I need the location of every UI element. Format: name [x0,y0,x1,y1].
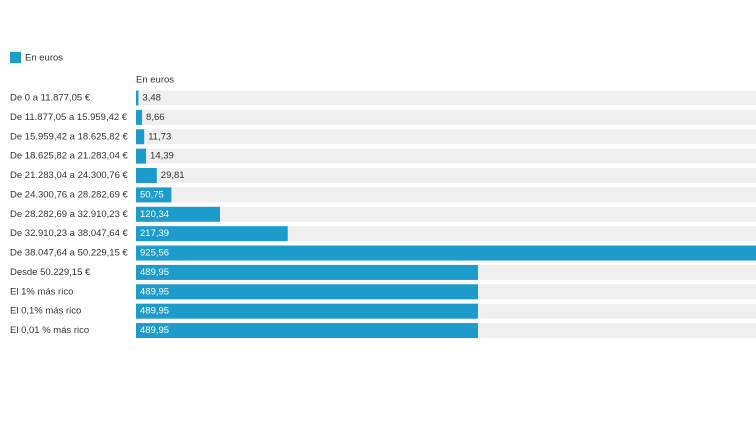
value-label: 489,95 [140,306,169,317]
row-background [136,129,756,145]
row-label: De 15.959,42 a 18.625,82 € [10,131,129,142]
bar [136,129,145,145]
row-background [136,187,756,203]
column-header: En euros [136,75,174,86]
bar [136,303,478,319]
bar [136,148,147,164]
value-label: 489,95 [140,325,169,336]
value-label: 8,66 [146,112,165,123]
row-background [136,226,756,242]
bar [136,206,220,222]
bar [136,168,157,184]
bar [136,264,478,280]
value-label: 489,95 [140,267,169,278]
value-label: 120,34 [140,209,169,220]
value-label: 3,48 [142,93,161,104]
value-label: 217,39 [140,228,169,239]
row-label: El 0,01 % más rico [10,325,89,336]
row-label: De 21.283,04 a 24.300,76 € [10,170,129,181]
row-label: El 1% más rico [10,286,73,297]
row-label: De 32.910,23 a 38.047,64 € [10,228,129,239]
row-background [136,90,756,106]
value-label: 489,95 [140,286,169,297]
row-label: De 28.282,69 a 32.910,23 € [10,209,129,220]
bar [136,245,756,261]
value-label: 14,39 [150,151,174,162]
bar [136,90,139,106]
row-label: De 0 a 11.877,05 € [10,93,91,104]
row-label: De 38.047,64 a 50.229,15 € [10,248,129,259]
row-label: El 0,1% más rico [10,306,81,317]
value-label: 925,56 [140,248,169,259]
bar [136,323,478,339]
row-label: De 18.625,82 a 21.283,04 € [10,151,129,162]
bar [136,187,172,203]
row-label: De 11.877,05 a 15.959,42 € [10,112,128,123]
legend-label: En euros [25,53,63,64]
row-background [136,206,756,222]
value-label: 29,81 [161,170,185,181]
bar [136,109,143,125]
bar [136,226,288,242]
row-label: Desde 50.229,15 € [10,267,91,278]
row-label: De 24.300,76 a 28.282,69 € [10,189,129,200]
row-background [136,109,756,125]
bar [136,284,478,300]
legend-swatch [10,52,21,63]
value-label: 50,75 [140,189,164,200]
row-background [136,148,756,164]
row-background [136,168,756,184]
value-label: 11,73 [148,131,171,142]
